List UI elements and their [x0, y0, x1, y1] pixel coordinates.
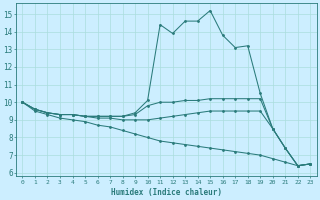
X-axis label: Humidex (Indice chaleur): Humidex (Indice chaleur) — [111, 188, 222, 197]
